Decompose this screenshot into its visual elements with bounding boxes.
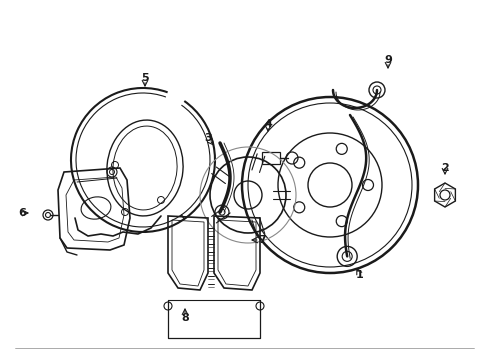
Text: 4: 4 bbox=[264, 119, 271, 129]
Text: 7: 7 bbox=[258, 235, 265, 245]
Text: 2: 2 bbox=[440, 163, 448, 173]
Text: 6: 6 bbox=[18, 208, 26, 218]
Bar bbox=[262, 152, 280, 164]
Text: 3: 3 bbox=[204, 133, 211, 143]
Text: 1: 1 bbox=[355, 270, 363, 280]
Text: 8: 8 bbox=[181, 313, 188, 323]
Text: 9: 9 bbox=[383, 55, 391, 65]
Text: 5: 5 bbox=[141, 73, 148, 83]
